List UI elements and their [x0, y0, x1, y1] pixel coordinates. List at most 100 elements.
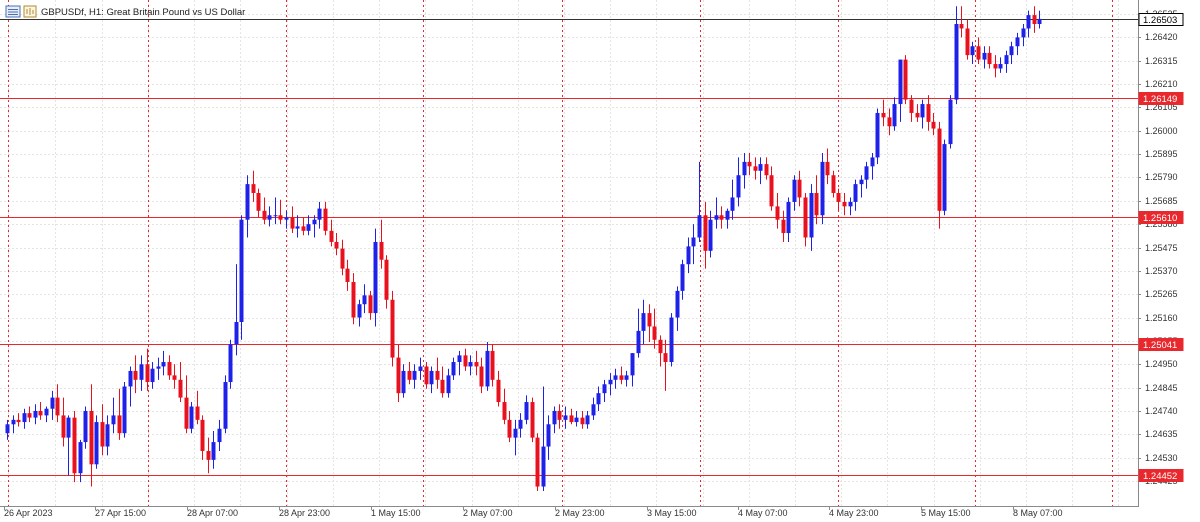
candle[interactable] [937, 121, 942, 229]
candle[interactable] [557, 404, 562, 429]
candle[interactable] [384, 255, 389, 309]
candle[interactable] [94, 415, 99, 469]
candle[interactable] [195, 390, 200, 425]
candle[interactable] [357, 299, 362, 327]
candle[interactable] [585, 410, 590, 429]
candle[interactable] [61, 397, 66, 447]
candle[interactable] [267, 206, 272, 227]
candle[interactable] [948, 95, 953, 149]
candle[interactable] [133, 355, 138, 394]
candle[interactable] [781, 210, 786, 242]
candle[interactable] [161, 350, 166, 376]
candle[interactable] [396, 344, 401, 403]
candle[interactable] [145, 348, 150, 391]
candle[interactable] [362, 284, 367, 314]
candle[interactable] [814, 175, 819, 225]
candle[interactable] [435, 357, 440, 389]
candle[interactable] [446, 368, 451, 398]
candle[interactable] [864, 161, 869, 189]
chart-menu-icon[interactable] [5, 5, 21, 18]
candle[interactable] [535, 433, 540, 492]
candle[interactable] [463, 348, 468, 371]
candle[interactable] [580, 410, 585, 429]
candle[interactable] [809, 184, 814, 251]
candle[interactable] [117, 388, 122, 440]
candle[interactable] [340, 239, 345, 276]
candle[interactable] [524, 395, 529, 425]
candle[interactable] [485, 342, 490, 391]
candle[interactable] [959, 6, 964, 38]
candle[interactable] [903, 55, 908, 105]
candle[interactable] [256, 188, 261, 218]
candle[interactable] [329, 219, 334, 247]
candle[interactable] [111, 397, 116, 434]
candle[interactable] [1021, 24, 1026, 47]
candle[interactable] [284, 210, 289, 229]
candle[interactable] [887, 108, 892, 136]
candle[interactable] [613, 368, 618, 389]
candle[interactable] [228, 339, 233, 389]
candle[interactable] [769, 166, 774, 211]
candle[interactable] [496, 370, 501, 407]
symbol-icon[interactable] [23, 5, 37, 18]
candle[interactable] [719, 206, 724, 229]
candle[interactable] [78, 439, 83, 483]
candle[interactable] [647, 304, 652, 343]
candle[interactable] [552, 406, 557, 434]
candle[interactable] [368, 290, 373, 320]
candle[interactable] [892, 97, 897, 131]
candle[interactable] [775, 193, 780, 229]
candle[interactable] [474, 350, 479, 376]
candle[interactable] [680, 259, 685, 300]
candle[interactable] [223, 375, 228, 434]
candle[interactable] [351, 273, 356, 325]
candle[interactable] [853, 179, 858, 211]
candle[interactable] [184, 375, 189, 434]
candle[interactable] [440, 366, 445, 398]
candle[interactable] [468, 355, 473, 376]
candle[interactable] [926, 95, 931, 131]
candle[interactable] [457, 350, 462, 376]
candle[interactable] [630, 353, 635, 387]
candle[interactable] [262, 197, 267, 225]
candle[interactable] [591, 397, 596, 420]
candle[interactable] [530, 397, 535, 443]
candle[interactable] [251, 170, 256, 202]
candle[interactable] [518, 413, 523, 438]
candle[interactable] [239, 215, 244, 340]
candle[interactable] [502, 388, 507, 425]
candle[interactable] [479, 357, 484, 394]
candle[interactable] [898, 59, 903, 122]
candle[interactable] [89, 384, 94, 487]
candle[interactable] [596, 386, 601, 411]
candle[interactable] [451, 357, 456, 380]
candle[interactable] [608, 373, 613, 396]
candle[interactable] [167, 355, 172, 380]
candle[interactable] [44, 406, 49, 423]
candle[interactable] [848, 197, 853, 216]
candle[interactable] [16, 413, 21, 427]
candle[interactable] [33, 404, 38, 425]
candle[interactable] [1009, 41, 1014, 65]
candle[interactable] [747, 152, 752, 176]
candle[interactable] [27, 406, 32, 423]
candle[interactable] [66, 415, 71, 476]
candle[interactable] [982, 46, 987, 69]
candle[interactable] [507, 410, 512, 443]
candle[interactable] [931, 112, 936, 136]
candle[interactable] [5, 419, 10, 440]
candle[interactable] [156, 357, 161, 380]
candle[interactable] [407, 362, 412, 385]
candle[interactable] [753, 157, 758, 180]
candle[interactable] [424, 362, 429, 389]
candle[interactable] [317, 201, 322, 229]
candle[interactable] [641, 299, 646, 345]
candle[interactable] [1015, 32, 1020, 56]
candle[interactable] [217, 419, 222, 451]
candle[interactable] [954, 6, 959, 105]
candle[interactable] [278, 199, 283, 225]
candle[interactable] [663, 339, 668, 391]
candle[interactable] [290, 206, 295, 234]
candle[interactable] [965, 19, 970, 60]
candle[interactable] [736, 157, 741, 207]
